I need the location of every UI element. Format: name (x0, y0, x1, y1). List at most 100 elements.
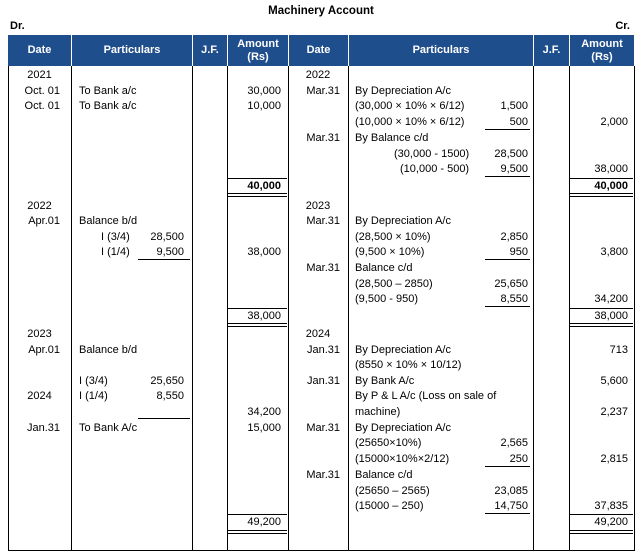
subtotal-rule (485, 466, 530, 467)
credit-amount: 2,815 (600, 453, 628, 465)
header-amount-cr: Amount (Rs) (569, 35, 634, 66)
total-double-rule (228, 530, 287, 534)
debit-total: 38,000 (247, 310, 281, 322)
debit-installment-value: 28,500 (150, 231, 184, 243)
total-double-rule (570, 323, 633, 327)
credit-particular: By Depreciation A/c (355, 215, 451, 227)
total-rule (228, 514, 287, 515)
credit-calc: (30,000 - 1500) (394, 148, 470, 160)
column-rule (348, 66, 349, 551)
debit-installment: I (3/4) (101, 231, 130, 243)
header-amount-dr-unit: (Rs) (247, 50, 269, 63)
page-title: Machinery Account (268, 5, 374, 17)
credit-calc-value: 28,500 (494, 148, 528, 160)
credit-calc: (15000 – 250) (355, 500, 424, 512)
debit-particular: Balance b/d (79, 215, 138, 227)
credit-date: Mar.31 (306, 262, 340, 274)
total-double-rule (570, 530, 633, 534)
debit-date: Oct. 01 (24, 100, 60, 112)
debit-total: 49,200 (247, 516, 281, 528)
credit-date: Jan.31 (306, 375, 340, 387)
credit-calc-value: 1,500 (500, 100, 528, 112)
total-rule (570, 514, 633, 515)
credit-calc: (9,500 × 10%) (355, 246, 425, 258)
credit-calc: (28,500 × 10%) (355, 231, 431, 243)
credit-total: 49,200 (594, 516, 628, 528)
credit-calc: (15000×10%×2/12) (355, 453, 450, 465)
column-rule (227, 66, 228, 551)
credit-amount: 2,237 (600, 406, 628, 418)
credit-calc: (25650×10%) (355, 437, 422, 449)
debit-particular: Balance b/d (79, 344, 138, 356)
total-rule (570, 178, 633, 179)
debit-amount: 34,200 (247, 406, 281, 418)
debit-year: 2021 (27, 69, 52, 81)
credit-amount: 5,600 (600, 375, 628, 387)
debit-amount: 15,000 (247, 422, 281, 434)
credit-particular: By Depreciation A/c (355, 85, 451, 97)
credit-date: Mar.31 (306, 469, 340, 481)
header-particulars-cr: Particulars (348, 35, 533, 66)
credit-calc: (10,000 - 500) (400, 163, 470, 175)
column-rule (192, 66, 193, 551)
credit-calc: (8550 × 10% × 10/12) (355, 359, 462, 371)
subtotal-rule (485, 513, 530, 514)
subtotal-rule (485, 129, 530, 130)
table-bottom-rule (8, 550, 634, 551)
credit-calc-value: 8,550 (500, 293, 528, 305)
credit-calc-value: 23,085 (494, 485, 528, 497)
column-rule (288, 66, 289, 551)
column-rule (71, 66, 72, 551)
credit-calc: (25650 – 2565) (355, 485, 430, 497)
credit-date: Mar.31 (306, 85, 340, 97)
debit-particular: To Bank a/c (79, 100, 137, 112)
credit-calc-value: 2,565 (500, 437, 528, 449)
debit-installment-value: 9,500 (156, 246, 184, 258)
credit-calc-value: 9,500 (500, 163, 528, 175)
credit-particular: By Depreciation A/c (355, 344, 451, 356)
credit-amount: 3,800 (600, 246, 628, 258)
credit-particular: machine) (355, 406, 401, 418)
header-jf-dr: J.F. (192, 35, 227, 66)
debit-installment: I (1/4) (79, 390, 108, 402)
debit-date: Oct. 01 (24, 85, 60, 97)
subtotal-rule (485, 176, 530, 177)
total-rule (228, 178, 287, 179)
credit-particular: By Depreciation A/c (355, 422, 451, 434)
header-amount-dr: Amount (Rs) (227, 35, 288, 66)
credit-calc-value: 500 (509, 116, 528, 128)
header-jf-cr: J.F. (533, 35, 569, 66)
table-header (8, 35, 634, 66)
debit-installment: I (3/4) (79, 375, 108, 387)
credit-date: Jan.31 (306, 344, 340, 356)
debit-year: 2023 (27, 328, 52, 340)
credit-particular: Balance c/d (355, 262, 413, 274)
header-amount-dr-label: Amount (237, 37, 279, 50)
header-date-cr: Date (288, 35, 348, 66)
debit-year: 2022 (27, 200, 52, 212)
subtotal-rule (485, 259, 530, 260)
debit-amount: 10,000 (247, 100, 281, 112)
debit-date: Jan.31 (26, 422, 60, 434)
credit-calc: (10,000 × 10% × 6/12) (355, 116, 465, 128)
credit-total: 40,000 (594, 180, 628, 192)
credit-total: 38,000 (594, 310, 628, 322)
header-particulars-dr: Particulars (71, 35, 192, 66)
debit-amount: 38,000 (247, 246, 281, 258)
debit-year: 2024 (27, 390, 52, 402)
total-double-rule (570, 193, 633, 197)
credit-amount: 2,000 (600, 116, 628, 128)
credit-date: Mar.31 (306, 215, 340, 227)
total-double-rule (228, 323, 287, 327)
header-date-dr: Date (27, 44, 52, 56)
credit-particular: Balance c/d (355, 469, 413, 481)
header-amount-cr-label: Amount (581, 37, 623, 50)
credit-amount: 37,835 (594, 500, 628, 512)
debit-date: Apr.01 (28, 344, 60, 356)
credit-amount: 34,200 (594, 293, 628, 305)
credit-amount: 713 (609, 344, 628, 356)
credit-calc-value: 250 (509, 453, 528, 465)
column-rule (569, 66, 570, 551)
credit-calc: (9,500 - 950) (355, 293, 418, 305)
total-rule (570, 308, 633, 309)
